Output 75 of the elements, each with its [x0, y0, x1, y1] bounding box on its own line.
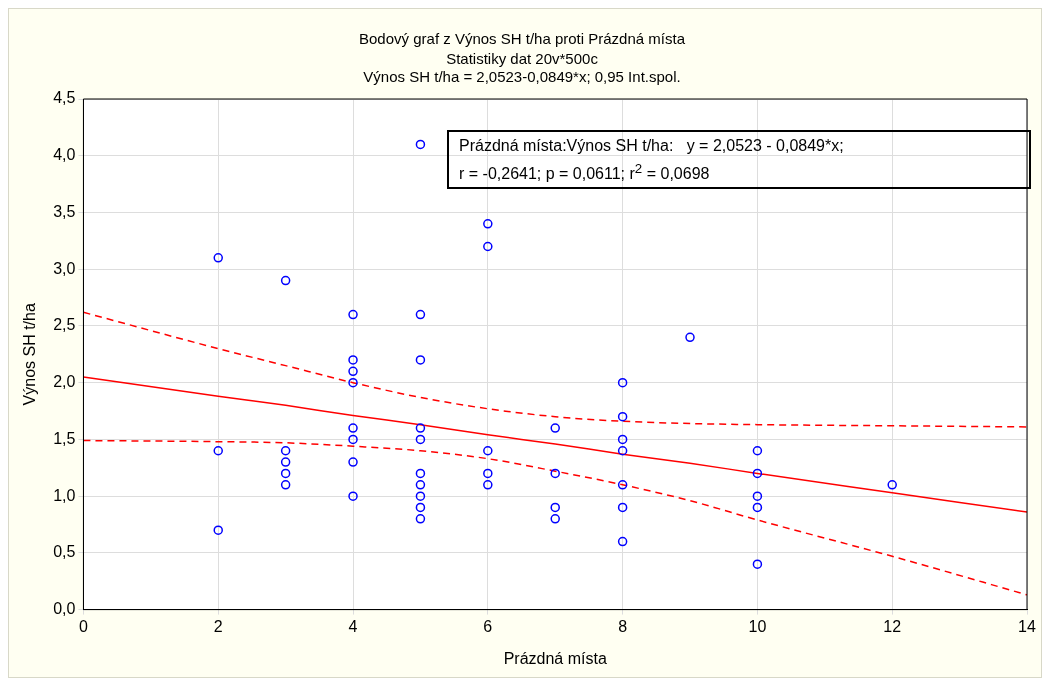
x-axis-title: Prázdná místa [503, 649, 607, 667]
point [415, 355, 426, 365]
x-tick-label: 0 [78, 617, 88, 635]
chart-title: Bodový graf z Výnos SH t/ha proti Prázdná místa [359, 30, 686, 48]
y-tick-label: 1,5 [53, 429, 76, 447]
point [280, 480, 291, 490]
point [617, 480, 628, 490]
y-tick-label: 3,5 [53, 202, 76, 220]
point [348, 355, 358, 365]
point [483, 219, 493, 229]
point [752, 446, 763, 456]
point [752, 559, 763, 569]
point [550, 468, 560, 479]
point [348, 423, 358, 433]
point [280, 446, 291, 456]
point [348, 366, 358, 377]
point [617, 536, 628, 547]
point [213, 253, 223, 263]
y-tick-label: 0,0 [53, 600, 76, 618]
y-tick-label: 4,5 [53, 89, 76, 107]
point [280, 457, 291, 467]
point [617, 434, 628, 445]
y-tick-label: 0,5 [53, 543, 76, 561]
point [483, 446, 493, 456]
point [617, 411, 628, 422]
point [348, 457, 358, 467]
point [415, 434, 426, 445]
x-tick-label: 14 [1018, 617, 1036, 635]
chart-subtitle: Statistiky dat 20v*500c [446, 50, 599, 68]
point [415, 139, 426, 150]
x-tick-label: 8 [618, 617, 628, 635]
point [483, 480, 493, 490]
point [415, 468, 426, 479]
point [617, 502, 628, 513]
y-tick-label: 3,0 [53, 259, 76, 277]
point [617, 377, 628, 388]
point [752, 468, 763, 479]
point [415, 491, 426, 501]
point [685, 332, 695, 343]
point [348, 434, 358, 445]
point [415, 423, 426, 433]
point [483, 468, 493, 479]
point [752, 502, 763, 513]
point [752, 491, 763, 501]
point [280, 275, 291, 286]
point [415, 514, 426, 524]
x-tick-label: 2 [213, 617, 223, 635]
y-axis-title: Výnos SH t/ha [21, 303, 39, 406]
x-tick-label: 6 [483, 617, 493, 635]
note-box: Prázdná místa:Výnos SH t/ha: y = 2,0523 - 0,0849*x; r = -0,2641; p = 0,0611; r$^{2}$ = 0,0698 [447, 130, 1031, 190]
y-tick-label: 2,0 [53, 373, 76, 391]
point [550, 514, 560, 524]
point [348, 377, 358, 388]
point [213, 525, 223, 535]
y-tick-label: 4,0 [53, 146, 76, 164]
annotation: Prázdná místa:Výnos SH t/ha: y = 2,0523 - 0,0849*x; [459, 136, 845, 156]
point [213, 446, 223, 456]
point [617, 446, 628, 456]
point [550, 502, 560, 513]
text: Výnos SH t/ha = 2,0523-0,0849*x; 0,95 Int.spol. [363, 68, 681, 86]
point [415, 309, 426, 320]
point [348, 309, 358, 320]
point [483, 241, 493, 252]
x-tick-label: 12 [883, 617, 902, 635]
point [280, 468, 291, 479]
point [348, 491, 358, 501]
annotation: r = -0,2641; p = 0,0611; r$^{2}$ = 0,0698 [459, 160, 711, 185]
point [415, 502, 426, 513]
point [550, 423, 560, 433]
x-tick-label: 4 [348, 617, 358, 635]
y-tick-label: 2,5 [53, 316, 76, 334]
point [887, 480, 897, 490]
point [415, 480, 426, 490]
y-tick-label: 1,0 [53, 486, 76, 504]
x-tick-label: 10 [748, 617, 767, 635]
